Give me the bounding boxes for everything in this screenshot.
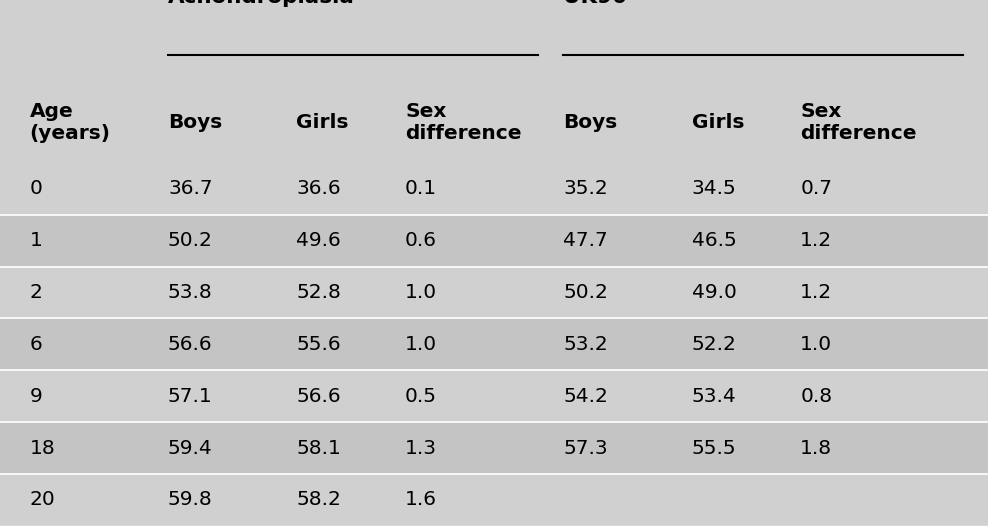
Text: 1.2: 1.2 <box>800 231 833 250</box>
FancyBboxPatch shape <box>0 370 988 422</box>
Text: 58.2: 58.2 <box>296 490 341 509</box>
Text: 6: 6 <box>30 335 42 354</box>
FancyBboxPatch shape <box>0 422 988 474</box>
Text: 46.5: 46.5 <box>692 231 736 250</box>
Text: 1.3: 1.3 <box>405 439 437 458</box>
Text: 1.0: 1.0 <box>800 335 833 354</box>
Text: 53.2: 53.2 <box>563 335 608 354</box>
Text: 2: 2 <box>30 283 42 302</box>
Text: Age
(years): Age (years) <box>30 102 111 143</box>
Text: 36.7: 36.7 <box>168 179 212 198</box>
Text: 54.2: 54.2 <box>563 387 608 406</box>
Text: 49.0: 49.0 <box>692 283 736 302</box>
Text: 18: 18 <box>30 439 55 458</box>
Text: 0.1: 0.1 <box>405 179 438 198</box>
Text: Boys: Boys <box>563 113 618 132</box>
Text: 53.4: 53.4 <box>692 387 736 406</box>
Text: 1.2: 1.2 <box>800 283 833 302</box>
Text: Girls: Girls <box>296 113 349 132</box>
Text: Sex
difference: Sex difference <box>405 102 522 143</box>
Text: 47.7: 47.7 <box>563 231 608 250</box>
Text: 0: 0 <box>30 179 42 198</box>
Text: 1.0: 1.0 <box>405 283 438 302</box>
Text: 58.1: 58.1 <box>296 439 341 458</box>
Text: 0.5: 0.5 <box>405 387 437 406</box>
FancyBboxPatch shape <box>0 474 988 526</box>
FancyBboxPatch shape <box>0 215 988 267</box>
Text: 56.6: 56.6 <box>296 387 341 406</box>
Text: 53.8: 53.8 <box>168 283 212 302</box>
Text: 50.2: 50.2 <box>563 283 608 302</box>
Text: 1.8: 1.8 <box>800 439 833 458</box>
Text: 57.3: 57.3 <box>563 439 608 458</box>
Text: 36.6: 36.6 <box>296 179 341 198</box>
Text: Girls: Girls <box>692 113 744 132</box>
Text: 20: 20 <box>30 490 55 509</box>
Text: 59.4: 59.4 <box>168 439 212 458</box>
Text: 56.6: 56.6 <box>168 335 212 354</box>
Text: Boys: Boys <box>168 113 222 132</box>
Text: 52.8: 52.8 <box>296 283 341 302</box>
Text: 50.2: 50.2 <box>168 231 212 250</box>
Text: Sex
difference: Sex difference <box>800 102 917 143</box>
Text: 1.6: 1.6 <box>405 490 437 509</box>
Text: 0.7: 0.7 <box>800 179 832 198</box>
FancyBboxPatch shape <box>0 163 988 215</box>
Text: 35.2: 35.2 <box>563 179 608 198</box>
Text: 0.8: 0.8 <box>800 387 833 406</box>
FancyBboxPatch shape <box>0 267 988 319</box>
Text: 0.6: 0.6 <box>405 231 437 250</box>
Text: UK90: UK90 <box>563 0 627 6</box>
Text: 34.5: 34.5 <box>692 179 736 198</box>
Text: 55.5: 55.5 <box>692 439 736 458</box>
Text: 1: 1 <box>30 231 42 250</box>
Text: 49.6: 49.6 <box>296 231 341 250</box>
Text: 59.8: 59.8 <box>168 490 212 509</box>
Text: 57.1: 57.1 <box>168 387 212 406</box>
Text: 55.6: 55.6 <box>296 335 341 354</box>
FancyBboxPatch shape <box>0 319 988 370</box>
Text: 9: 9 <box>30 387 42 406</box>
Text: 52.2: 52.2 <box>692 335 736 354</box>
Text: Achondroplasia: Achondroplasia <box>168 0 355 6</box>
Text: 1.0: 1.0 <box>405 335 438 354</box>
